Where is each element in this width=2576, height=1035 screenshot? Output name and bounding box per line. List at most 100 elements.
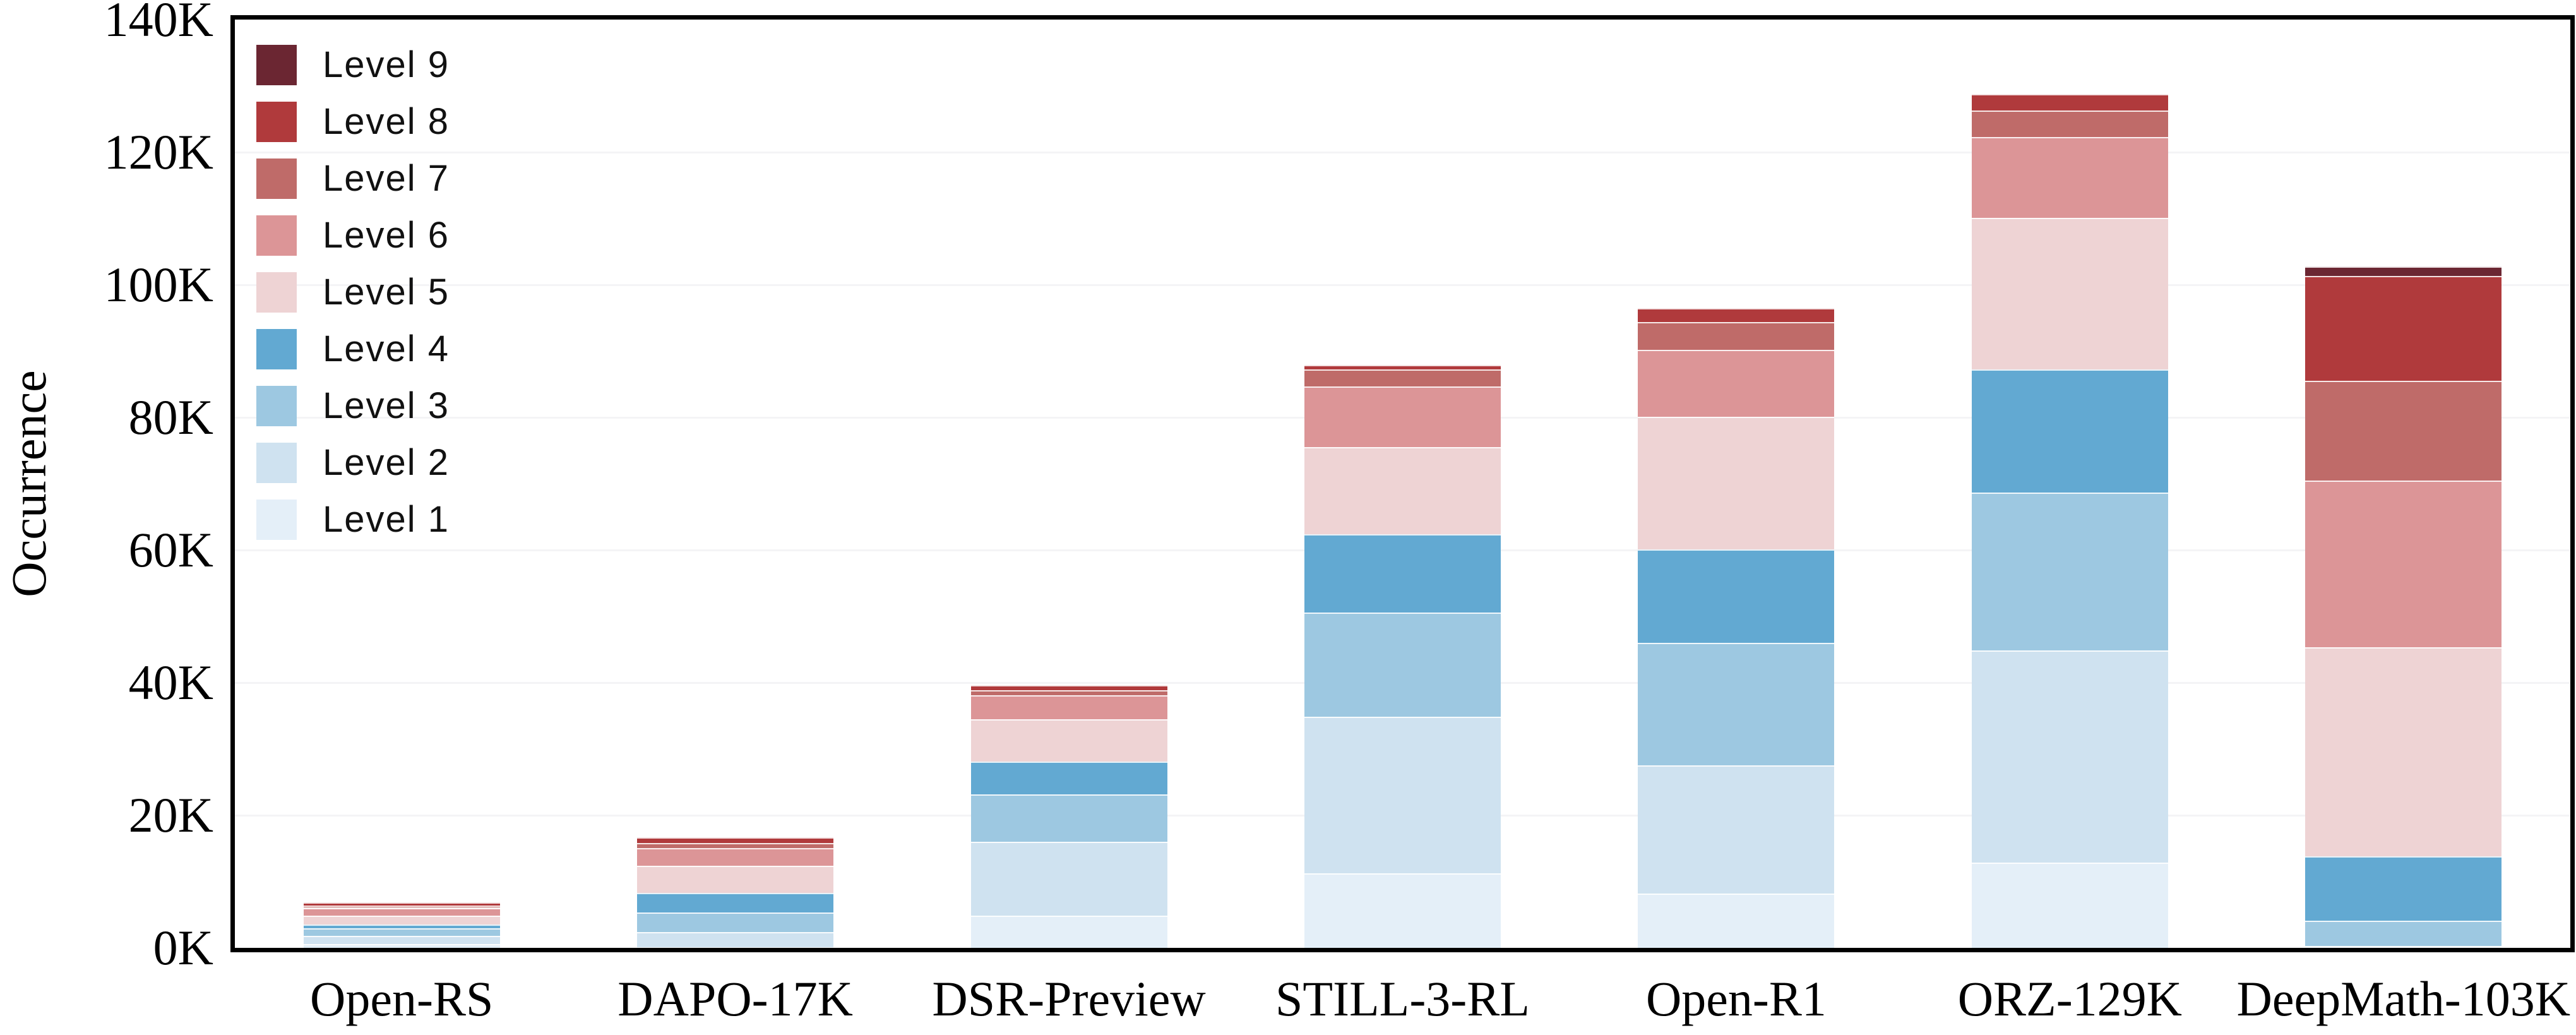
bar-segment-level-1 (2305, 947, 2502, 948)
bar-segment-level-5 (1304, 447, 1501, 534)
legend-swatch-icon (256, 45, 297, 85)
bar-segment-level-6 (1638, 349, 1835, 417)
y-tick-label: 60K (128, 522, 213, 577)
x-tick-label: Open-R1 (1645, 971, 1827, 1026)
bar-segment-level-2 (1304, 716, 1501, 874)
legend-item-level-5: Level 5 (256, 272, 572, 313)
bar-segment-level-9 (2305, 266, 2502, 277)
legend-item-level-6: Level 6 (256, 215, 572, 256)
legend-swatch-icon (256, 215, 297, 256)
legend-item-label: Level 9 (323, 44, 450, 85)
bar-segment-level-5 (637, 866, 834, 894)
bar-still-3-rl (1304, 20, 1501, 948)
bar-segment-level-7 (1971, 110, 2168, 137)
plot-frame: Level 9 Level 8 Level 7 Level 6 Level 5 Level… (230, 15, 2575, 952)
x-tick-label: ORZ-129K (1957, 971, 2182, 1026)
x-tick-label: DAPO-17K (617, 971, 853, 1026)
legend-item-label: Level 8 (323, 101, 450, 142)
legend-item-label: Level 4 (323, 328, 450, 369)
bar-open-rs (303, 20, 500, 948)
bar-segment-level-4 (1304, 534, 1501, 613)
bar-segment-level-2 (303, 936, 500, 944)
bar-segment-level-8 (1304, 365, 1501, 370)
bar-open-r1 (1638, 20, 1835, 948)
legend-item-level-4: Level 4 (256, 329, 572, 369)
bar-segment-level-4 (2305, 856, 2502, 921)
bar-segment-level-4 (637, 893, 834, 913)
legend-item-label: Level 6 (323, 215, 450, 256)
bar-segment-level-5 (2305, 647, 2502, 857)
legend-swatch-icon (256, 159, 297, 199)
bar-segment-level-2 (637, 931, 834, 947)
bar-segment-level-4 (1638, 549, 1835, 643)
legend-item-level-8: Level 8 (256, 102, 572, 142)
legend-swatch-icon (256, 272, 297, 313)
bar-segment-level-5 (970, 719, 1167, 762)
bar-segment-level-8 (970, 685, 1167, 690)
legend-swatch-icon (256, 443, 297, 483)
y-tick-label: 140K (104, 0, 213, 47)
bar-segment-level-7 (1638, 321, 1835, 350)
legend-item-label: Level 3 (323, 385, 450, 426)
bar-segment-level-7 (970, 690, 1167, 695)
y-tick-label: 40K (128, 655, 213, 710)
bar-dapo-17k (637, 20, 834, 948)
legend-swatch-icon (256, 102, 297, 142)
bar-segment-level-3 (1638, 643, 1835, 766)
bar-segment-level-2 (1638, 765, 1835, 894)
bar-segment-level-1 (1304, 873, 1501, 948)
bar-segment-level-5 (1971, 217, 2168, 370)
legend-item-label: Level 7 (323, 158, 450, 199)
bar-segment-level-3 (1971, 492, 2168, 650)
bar-segment-level-5 (1638, 416, 1835, 549)
legend-swatch-icon (256, 329, 297, 369)
bar-deepmath-103k (2305, 20, 2502, 948)
x-tick-label: DeepMath-103K (2236, 971, 2571, 1026)
bar-segment-level-8 (637, 837, 834, 844)
bar-segment-level-4 (970, 761, 1167, 795)
bar-segment-level-6 (637, 847, 834, 866)
x-tick-label: STILL-3-RL (1275, 971, 1530, 1026)
bar-segment-level-3 (637, 912, 834, 932)
bar-segment-level-8 (1638, 308, 1835, 322)
bar-segment-level-7 (303, 905, 500, 908)
x-tick-label: DSR-Preview (932, 971, 1206, 1026)
y-tick-label: 120K (104, 124, 213, 179)
bar-segment-level-7 (1304, 369, 1501, 386)
legend-item-level-7: Level 7 (256, 159, 572, 199)
bar-segment-level-3 (2305, 920, 2502, 946)
bar-segment-level-1 (1638, 893, 1835, 948)
bar-segment-level-2 (970, 842, 1167, 916)
legend-item-level-2: Level 2 (256, 443, 572, 483)
legend-item-label: Level 2 (323, 442, 450, 483)
bar-segment-level-3 (970, 794, 1167, 842)
legend-item-level-1: Level 1 (256, 500, 572, 540)
bar-segment-level-8 (2305, 276, 2502, 381)
bar-segment-level-1 (637, 947, 834, 948)
x-tick-label: Open-RS (310, 971, 494, 1026)
bar-segment-level-4 (1971, 369, 2168, 493)
bar-segment-level-3 (1304, 612, 1501, 717)
bar-segment-level-2 (1971, 650, 2168, 863)
bar-segment-level-6 (2305, 480, 2502, 648)
y-tick-label: 20K (128, 787, 213, 842)
bar-segment-level-1 (970, 915, 1167, 948)
bar-segment-level-6 (1971, 136, 2168, 218)
bar-segment-level-6 (1304, 386, 1501, 448)
bar-segment-level-2 (2305, 945, 2502, 947)
legend-item-label: Level 5 (323, 272, 450, 313)
bar-segment-level-1 (1971, 862, 2168, 948)
legend-swatch-icon (256, 386, 297, 426)
y-tick-label: 80K (128, 390, 213, 445)
legend-item-label: Level 1 (323, 499, 450, 540)
gridline (235, 152, 2570, 153)
legend-item-level-9: Level 9 (256, 45, 572, 85)
gridline (235, 284, 2570, 286)
bar-segment-level-6 (970, 695, 1167, 719)
bar-segment-level-6 (303, 907, 500, 916)
bar-segment-level-1 (303, 943, 500, 948)
legend-swatch-icon (256, 500, 297, 540)
bar-dsr-preview (970, 20, 1167, 948)
y-tick-label: 0K (153, 920, 213, 975)
